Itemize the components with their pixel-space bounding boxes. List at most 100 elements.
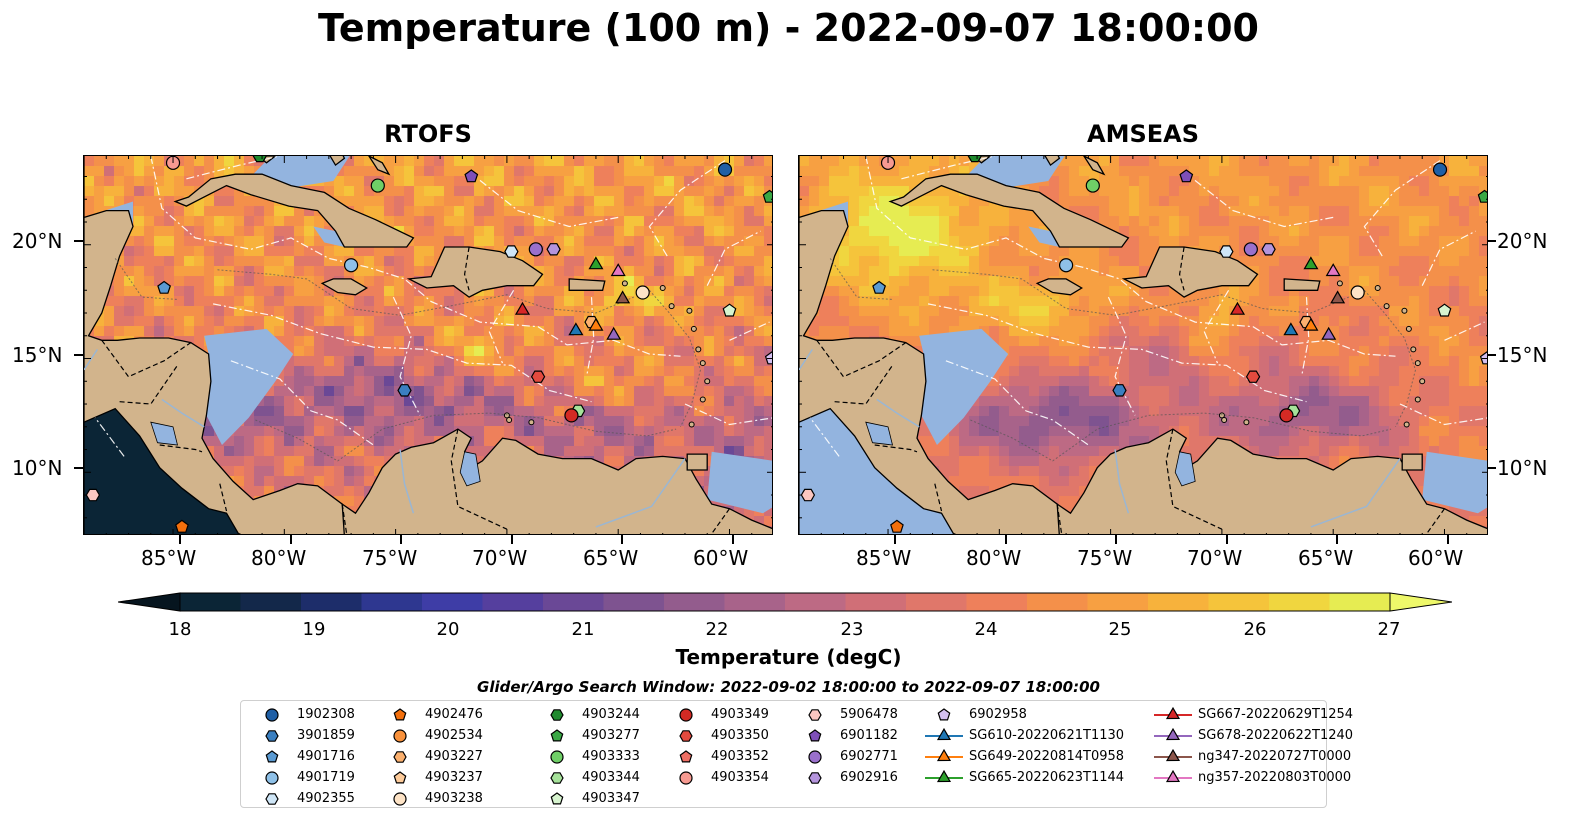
colorbar-segment xyxy=(361,593,423,611)
legend-item-label: 4903349 xyxy=(711,707,769,722)
lon-tick-label: 75°W xyxy=(1077,546,1133,570)
circle-marker-icon xyxy=(393,792,407,806)
marker-ng347-20220727T0000 xyxy=(1330,290,1346,304)
marker-6901182 xyxy=(1179,169,1194,183)
marker-4902476 xyxy=(175,519,189,533)
marker-SG667-20220629T1254 xyxy=(1229,301,1246,315)
marker-4903350 xyxy=(530,370,546,383)
circle-marker-icon xyxy=(679,771,693,785)
land-cuba xyxy=(888,173,1130,248)
legend-item-label: 6902771 xyxy=(840,749,898,764)
marker-ng357-20220803T0000 xyxy=(1325,263,1341,277)
legend-item-label: 6901182 xyxy=(840,728,898,743)
triangle-marker-icon xyxy=(936,727,952,741)
colorbar-segment xyxy=(482,593,544,611)
hexagon-marker-icon xyxy=(808,709,822,721)
colorbar-segment xyxy=(1148,593,1210,611)
legend-item-label: 4902534 xyxy=(425,728,483,743)
lon-tick-label: 65°W xyxy=(1298,546,1354,570)
legend: 1902308 3901859 4901716 4901719 4902355 49024… xyxy=(240,700,1353,808)
land-trinidad xyxy=(686,453,708,471)
colorbar-label: Temperature (degC) xyxy=(675,645,902,669)
marker-4903238 xyxy=(1350,285,1365,300)
marker-6902916 xyxy=(1261,243,1276,256)
colorbar-tick: 22 xyxy=(705,619,729,640)
triangle-marker-icon xyxy=(936,748,952,762)
marker-SG610-20220621T1130 xyxy=(568,322,584,336)
colorbar-segment xyxy=(966,593,1028,611)
lat-tick-label: 20°N xyxy=(1497,229,1548,253)
colorbar-segment xyxy=(785,593,847,611)
land-bahamas1 xyxy=(1044,156,1061,167)
hexagon-marker-icon xyxy=(550,772,564,784)
lon-tick-label: 85°W xyxy=(856,546,912,570)
marker-4902355 xyxy=(504,245,519,258)
pentagon-marker-icon xyxy=(679,750,693,763)
marker-4903277 xyxy=(1477,189,1487,203)
circle-marker-icon xyxy=(679,708,693,722)
land-trinidad xyxy=(1401,453,1423,471)
marker-4903244 xyxy=(967,156,982,163)
marker-ng347-20220727T0000 xyxy=(615,290,631,304)
amseas-map[interactable] xyxy=(798,155,1488,535)
pentagon-marker-icon xyxy=(393,771,407,784)
colorbar-segment xyxy=(845,593,907,611)
colorbar-segment xyxy=(180,593,242,611)
colorbar-segment xyxy=(664,593,726,611)
marker-SG665-20220623T1144 xyxy=(1303,256,1319,270)
marker-4903244 xyxy=(252,156,267,163)
legend-item-label: 6902916 xyxy=(840,770,898,785)
marker-1902308 xyxy=(717,162,733,177)
marker-4903350 xyxy=(1245,370,1261,383)
colorbar-segment xyxy=(1329,593,1391,611)
land-hispaniola xyxy=(1121,246,1259,298)
land-central xyxy=(84,156,352,534)
lon-tick-label: 65°W xyxy=(583,546,639,570)
marker-SG678-20220622T1240 xyxy=(1321,326,1337,340)
land-jamaica xyxy=(320,278,368,296)
land-puertorico xyxy=(568,278,606,291)
marker-4901716 xyxy=(157,280,172,294)
marker-3901859 xyxy=(1112,384,1127,397)
marker-6901182 xyxy=(464,169,479,183)
legend-title: Glider/Argo Search Window: 2022-09-02 18… xyxy=(477,678,1100,696)
lat-tick-label: 10°N xyxy=(12,456,63,480)
legend-item-label: 6902958 xyxy=(969,707,1027,722)
legend-item-label: SG678-20220622T1240 xyxy=(1198,728,1354,743)
marker-4903333 xyxy=(370,178,385,193)
pentagon-marker-icon xyxy=(265,750,279,763)
colorbar-tick: 21 xyxy=(571,619,595,640)
marker-4903349 xyxy=(1279,408,1294,423)
legend-item-label: 4903237 xyxy=(425,770,483,785)
legend-item-label: SG667-20220629T1254 xyxy=(1198,707,1354,722)
land-central xyxy=(799,156,1067,534)
lon-tick-label: 80°W xyxy=(251,546,307,570)
circle-marker-icon xyxy=(393,729,407,743)
lon-tick-label: 60°W xyxy=(1408,546,1464,570)
legend-item-label: 4903244 xyxy=(582,707,640,722)
legend-item-label: ng357-20220803T0000 xyxy=(1198,770,1352,785)
colorbar-tick: 19 xyxy=(302,619,326,640)
rtofs-map[interactable] xyxy=(83,155,773,535)
observations xyxy=(800,156,1487,533)
colorbar-segment xyxy=(1269,593,1331,611)
marker-4903238 xyxy=(635,285,650,300)
marker-6902771 xyxy=(1243,242,1258,257)
hexagon-marker-icon xyxy=(679,730,693,742)
pentagon-marker-icon xyxy=(393,708,407,721)
pacific-ocean xyxy=(84,407,240,534)
colorbar-segment xyxy=(1087,593,1149,611)
lat-tick-label: 15°N xyxy=(1497,343,1548,367)
marker-SG649-20220814T0958 xyxy=(588,317,604,331)
marker-4903347 xyxy=(722,303,737,317)
marker-4903347 xyxy=(1437,303,1452,317)
marker-4902355 xyxy=(1219,245,1234,258)
colorbar-tick: 26 xyxy=(1243,619,1267,640)
lon-tick-label: 85°W xyxy=(141,546,197,570)
marker-6902916 xyxy=(546,243,561,256)
lon-tick-label: 70°W xyxy=(1187,546,1243,570)
legend-item-label: 4903354 xyxy=(711,770,769,785)
colorbar-tick: 18 xyxy=(168,619,192,640)
marker-SG610-20220621T1130 xyxy=(1283,322,1299,336)
colorbar-segment xyxy=(603,593,665,611)
